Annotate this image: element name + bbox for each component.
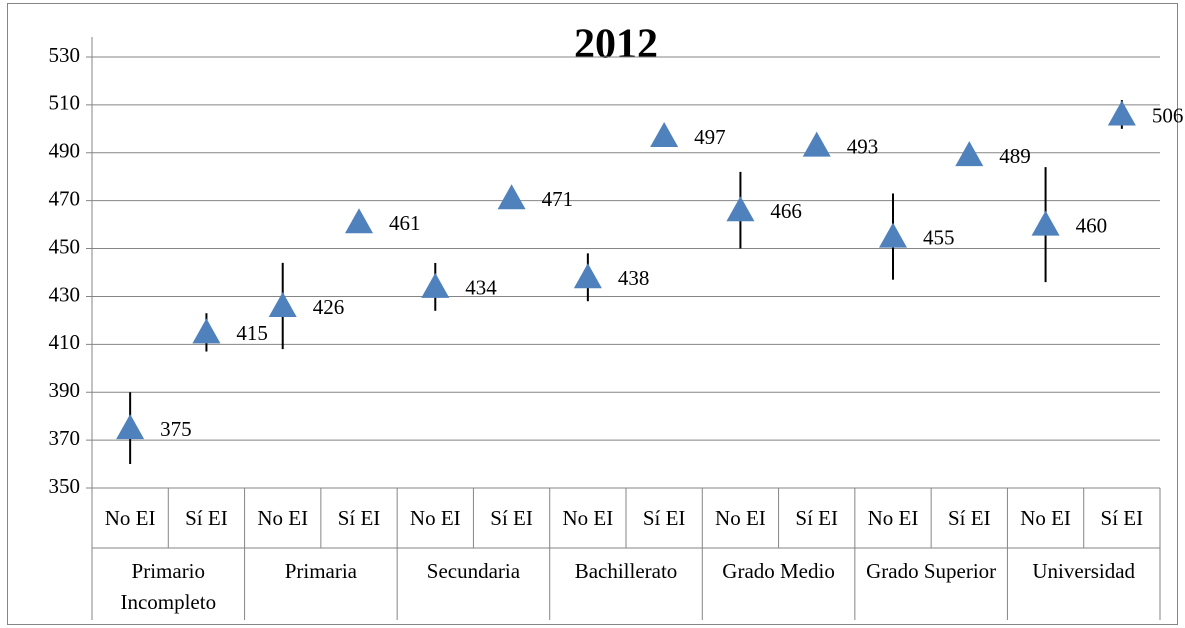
marker <box>879 222 907 248</box>
x-tick-label: No EI <box>562 506 613 530</box>
x-group-label: Universidad <box>1032 559 1135 583</box>
y-tick-label: 410 <box>49 330 81 354</box>
marker <box>345 208 373 234</box>
x-group-label: Primaria <box>285 559 358 583</box>
marker <box>116 414 145 440</box>
y-tick-label: 370 <box>49 426 81 450</box>
data-label: 471 <box>542 187 574 211</box>
data-label: 375 <box>160 417 192 441</box>
chart-border <box>7 3 1178 625</box>
data-label: 438 <box>618 266 650 290</box>
x-tick-label: Sí EI <box>185 506 228 530</box>
data-label: 415 <box>236 321 268 345</box>
x-tick-label: Sí EI <box>643 506 686 530</box>
data-label: 489 <box>999 144 1030 168</box>
x-tick-label: Sí EI <box>338 506 381 530</box>
marker <box>573 263 602 289</box>
x-tick-label: No EI <box>1020 506 1071 530</box>
marker <box>497 184 526 210</box>
x-tick-label: Sí EI <box>795 506 838 530</box>
data-label: 426 <box>313 295 345 319</box>
x-tick-label: No EI <box>868 506 919 530</box>
marker <box>650 122 679 148</box>
marker <box>192 318 221 344</box>
data-label: 461 <box>389 211 421 235</box>
x-group-label: Primario Incompleto <box>120 559 216 614</box>
y-tick-label: 490 <box>49 139 81 163</box>
x-tick-label: No EI <box>410 506 461 530</box>
marker <box>421 272 450 298</box>
data-label: 497 <box>694 125 726 149</box>
x-tick-label: Sí EI <box>490 506 533 530</box>
data-label: 466 <box>770 199 802 223</box>
data-label: 460 <box>1076 213 1108 237</box>
data-label: 455 <box>923 225 955 249</box>
y-tick-label: 350 <box>49 474 81 498</box>
y-tick-label: 430 <box>49 282 81 306</box>
data-label: 434 <box>465 276 497 300</box>
x-group-label: Secundaria <box>427 559 521 583</box>
data-label: 506 <box>1152 103 1184 127</box>
y-tick-label: 450 <box>49 234 81 258</box>
marker <box>1031 210 1060 236</box>
x-group-label: Grado Superior <box>866 559 996 583</box>
x-tick-label: No EI <box>715 506 766 530</box>
marker <box>955 141 984 167</box>
marker <box>802 131 831 157</box>
y-tick-label: 510 <box>49 91 81 115</box>
x-group-label: Bachillerato <box>575 559 678 583</box>
y-tick-label: 530 <box>49 43 81 67</box>
y-tick-label: 470 <box>49 186 81 210</box>
x-tick-label: No EI <box>257 506 308 530</box>
x-tick-label: Sí EI <box>948 506 991 530</box>
marker <box>1107 100 1136 126</box>
x-group-label: Grado Medio <box>722 559 835 583</box>
data-label: 493 <box>847 134 879 158</box>
chart-title: 2012 <box>574 22 658 68</box>
x-tick-label: Sí EI <box>1101 506 1144 530</box>
y-tick-label: 390 <box>49 378 81 402</box>
marker <box>726 196 755 222</box>
x-tick-label: No EI <box>105 506 156 530</box>
marker <box>268 292 297 318</box>
